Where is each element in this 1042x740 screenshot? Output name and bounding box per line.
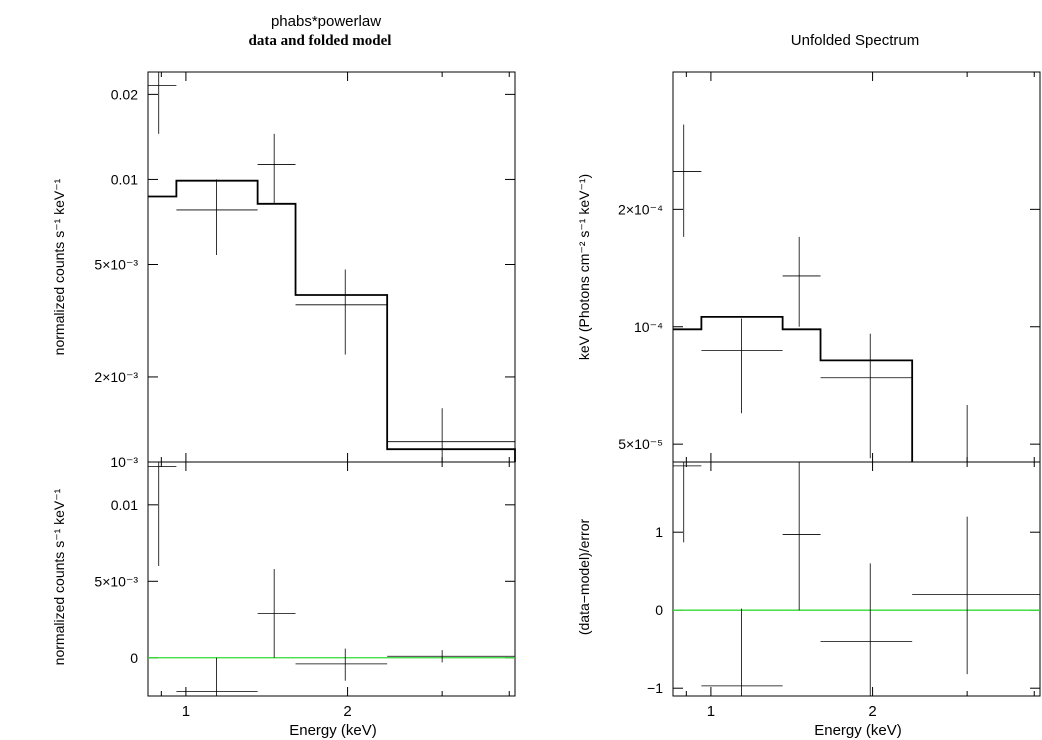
left-top-panel: 0.02 0.01 5×10⁻³ 2×10⁻³ 10⁻³: [94, 71, 516, 470]
left-top-ylabel: normalized counts s⁻¹ keV⁻¹: [51, 178, 67, 355]
rb-frame: [672, 461, 1041, 697]
lb-xtick-label: 1: [182, 703, 190, 720]
lt-model-line: [148, 179, 516, 462]
lt-ytick-label: 5×10⁻³: [94, 256, 138, 272]
left-bottom-ylabel: normalized counts s⁻¹ keV⁻¹: [51, 488, 67, 665]
lb-frame: [147, 461, 516, 697]
rt-ytick-label: 5×10⁻⁵: [618, 436, 663, 452]
right-top-panel: 2×10⁻⁴ 10⁻⁴ 5×10⁻⁵: [618, 71, 1041, 463]
right-top-ylabel: keV (Photons cm⁻² s⁻¹ keV⁻¹): [576, 174, 592, 360]
rt-model-line: [673, 315, 914, 462]
lt-ytick-label: 0.01: [111, 171, 138, 187]
left-bottom-panel: 1 2 0.01 5×10⁻³ 0: [94, 461, 516, 720]
rb-xtick-label: 2: [868, 703, 876, 720]
right-bottom-ylabel: (data−model)/error: [576, 518, 592, 635]
rb-ytick-label: −1: [647, 680, 663, 696]
rb-ytick-label: 0: [655, 602, 663, 618]
right-xlabel: Energy (keV): [814, 722, 902, 739]
left-chart-title: phabs*powerlaw: [271, 13, 381, 30]
rt-ytick-label: 10⁻⁴: [634, 319, 663, 335]
right-bottom-panel: 1 2 1 0 −1: [647, 461, 1041, 720]
right-chart-title: Unfolded Spectrum: [791, 32, 919, 49]
lt-frame: [147, 71, 516, 463]
rb-xtick-label: 1: [707, 703, 715, 720]
left-chart-subtitle: data and folded model: [249, 33, 392, 49]
left-xlabel: Energy (keV): [289, 722, 377, 739]
lb-ytick-label: 0: [130, 650, 138, 666]
rt-ytick-label: 2×10⁻⁴: [618, 201, 663, 217]
lt-ytick-label: 0.02: [111, 86, 138, 102]
rb-ytick-label: 1: [655, 524, 663, 540]
lt-ytick-label: 2×10⁻³: [94, 369, 138, 385]
lb-ytick-label: 5×10⁻³: [94, 573, 138, 589]
lb-xtick-label: 2: [343, 703, 351, 720]
lt-ytick-label: 10⁻³: [110, 454, 138, 470]
lb-ytick-label: 0.01: [111, 497, 138, 513]
rt-frame: [672, 71, 1041, 463]
